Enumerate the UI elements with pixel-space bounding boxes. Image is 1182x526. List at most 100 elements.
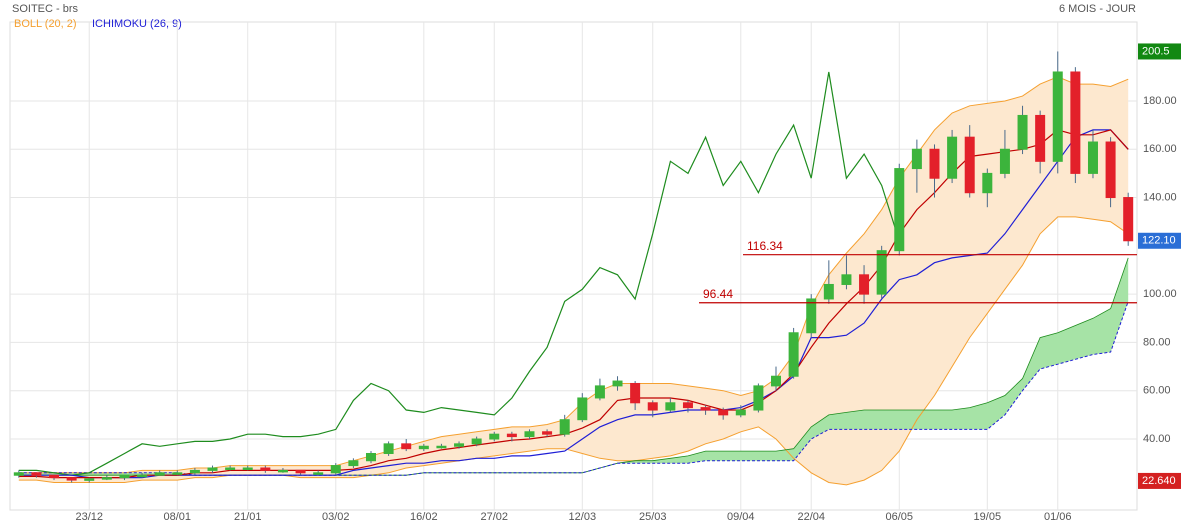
candle-body (823, 283, 834, 300)
candle-body (771, 375, 782, 387)
candle-body (559, 419, 570, 435)
candle-body (172, 472, 183, 475)
x-tick-label: 25/03 (639, 511, 667, 523)
candle-body (1035, 114, 1046, 162)
x-tick-label: 19/05 (974, 511, 1002, 523)
candle-body (1087, 141, 1098, 174)
candle-body (401, 443, 412, 450)
x-tick-label: 21/01 (234, 511, 262, 523)
candle-body (1105, 141, 1116, 199)
y-tick-label: 160.00 (1143, 143, 1177, 155)
candle-body (542, 431, 553, 435)
candle-body (947, 136, 958, 179)
x-tick-label: 12/03 (569, 511, 597, 523)
x-tick-label: 09/04 (727, 511, 755, 523)
candle-body (101, 477, 112, 480)
candle-body (277, 469, 288, 473)
price-marker-label: 200.5 (1142, 45, 1170, 57)
candle-body (225, 467, 236, 470)
x-tick-label: 03/02 (322, 511, 350, 523)
y-tick-label: 60.00 (1143, 385, 1171, 397)
price-marker-label: 22.640 (1142, 475, 1176, 487)
plot-frame (9, 21, 1138, 511)
candle-body (700, 407, 711, 411)
candle-body (999, 148, 1010, 174)
candle-body (1070, 71, 1081, 174)
period: 6 MOIS - JOUR (1059, 3, 1136, 15)
candle-body (524, 431, 535, 438)
kijun-line (18, 129, 1129, 479)
candle-body (1052, 71, 1063, 162)
chikou-line (18, 71, 900, 476)
x-tick-label: 22/04 (797, 511, 825, 523)
candle-body (436, 445, 447, 449)
candle-body (154, 472, 165, 476)
candle-body (189, 469, 200, 474)
candle-body (313, 472, 324, 475)
y-tick-label: 40.00 (1143, 433, 1171, 445)
y-tick-label: 140.00 (1143, 191, 1177, 203)
candle-body (630, 382, 641, 404)
candle-body (365, 452, 376, 462)
candle-body (964, 136, 975, 194)
price-marker (1138, 472, 1181, 489)
candle-body (506, 433, 517, 438)
candle-body (260, 467, 271, 471)
legend-entry: ICHIMOKU (26, 9) (92, 18, 182, 30)
level-label: 96.44 (703, 287, 733, 301)
bollinger-band (18, 76, 1129, 485)
chart-title: SOITEC - brs (12, 3, 79, 15)
price-marker-label: 122.10 (1142, 235, 1176, 247)
candle-body (49, 474, 60, 479)
y-tick-label: 180.00 (1143, 95, 1177, 107)
y-tick-label: 100.00 (1143, 288, 1177, 300)
candle-body (982, 172, 993, 194)
bollinger-middle (18, 129, 1129, 479)
candle-body (454, 443, 465, 447)
bollinger-upper (18, 76, 1129, 474)
candle-body (682, 402, 693, 409)
candle-body (84, 478, 95, 481)
candle-body (242, 467, 253, 470)
candle-body (929, 148, 940, 179)
level-label: 116.34 (747, 239, 783, 253)
candle-body (594, 385, 605, 399)
candle-body (612, 380, 623, 387)
candle-body (718, 409, 729, 416)
x-tick-label: 08/01 (164, 511, 192, 523)
candle-body (66, 477, 77, 481)
candle-body (735, 409, 746, 416)
candle-body (1017, 114, 1028, 150)
candle-body (665, 402, 676, 411)
candle-body (788, 332, 799, 377)
ichimoku-cloud (18, 257, 1129, 476)
candle-body (876, 250, 887, 295)
price-marker (1138, 43, 1181, 60)
candle-body (295, 469, 306, 474)
candle-body (806, 298, 817, 334)
candle-body (841, 274, 852, 285)
candle-body (471, 438, 482, 445)
candle-body (577, 397, 588, 421)
candle-body (137, 474, 148, 478)
legend-entry: BOLL (20, 2) (14, 18, 77, 30)
candle-body (894, 168, 905, 252)
candle-body (489, 433, 500, 440)
candle-body (911, 148, 922, 170)
candle-body (348, 460, 359, 467)
x-tick-label: 16/02 (410, 511, 438, 523)
candle-body (753, 385, 764, 411)
candle-body (31, 472, 42, 476)
candle-body (207, 467, 218, 471)
bollinger-lower (18, 216, 1129, 486)
candle-body (859, 274, 870, 295)
price-marker (1138, 232, 1181, 249)
y-tick-label: 80.00 (1143, 336, 1171, 348)
candle-body (119, 474, 130, 479)
candle-body (330, 465, 341, 474)
candle-body (383, 443, 394, 454)
candle-body (418, 445, 429, 450)
x-tick-label: 23/12 (75, 511, 103, 523)
candle-body (1123, 197, 1134, 242)
